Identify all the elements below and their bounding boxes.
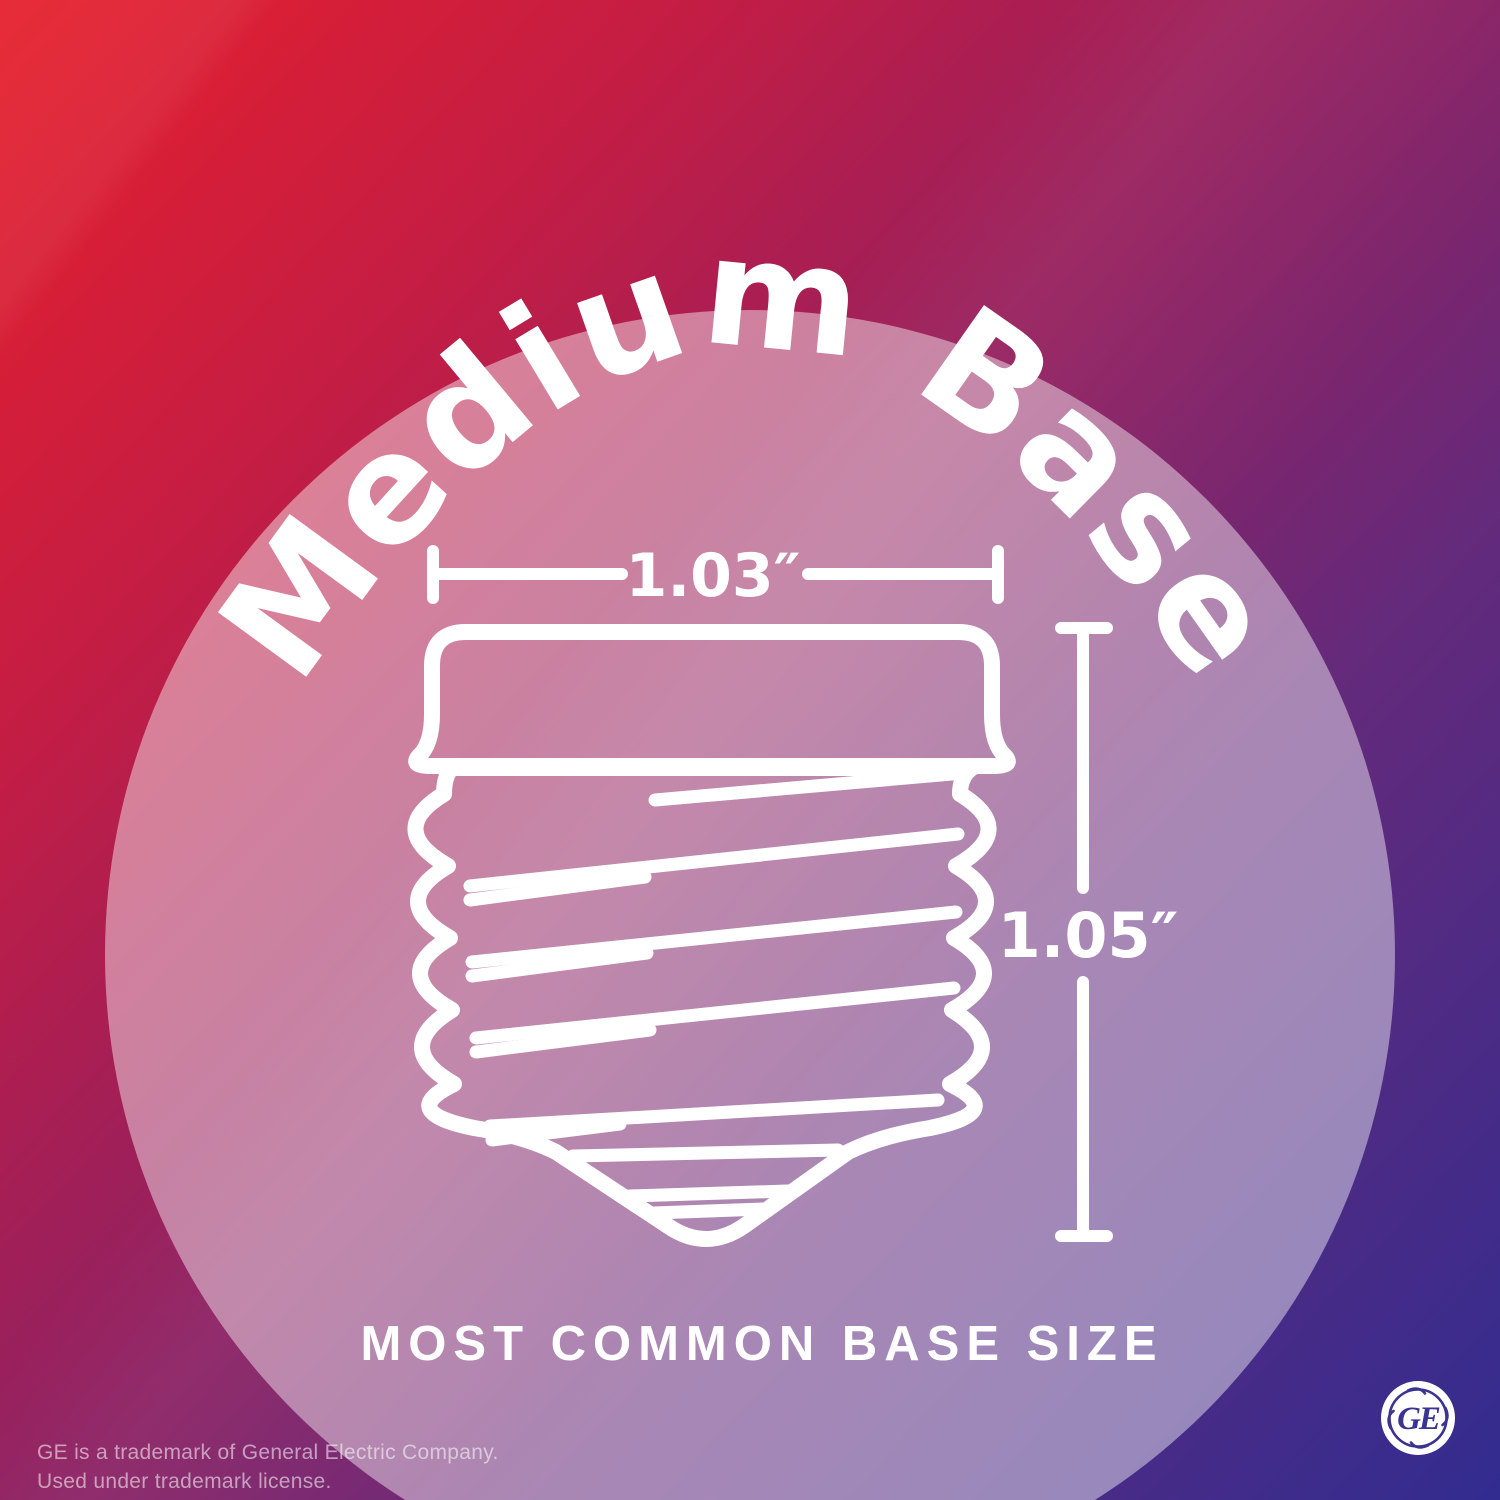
height-dimension-label: 1.05″: [998, 899, 1179, 972]
bulb-thread-outline: [407, 760, 997, 1247]
bulb-cap-outline: [408, 624, 1016, 774]
trademark-disclaimer: GE is a trademark of General Electric Co…: [37, 1438, 499, 1496]
width-dimension-line: [427, 545, 1004, 604]
disclaimer-line: GE is a trademark of General Electric Co…: [37, 1441, 499, 1464]
bulb-thread-lines: [463, 767, 965, 1220]
ge-logo-disc: [1381, 1381, 1455, 1455]
height-dimension-line: [1055, 622, 1113, 1242]
background-circle: [105, 310, 1395, 1500]
ge-monogram: GE: [1397, 1401, 1440, 1437]
caption: MOST COMMON BASE SIZE: [360, 1317, 1164, 1371]
ge-logo-swirls: [1387, 1387, 1449, 1449]
width-dimension-label: 1.03″: [626, 541, 801, 611]
ge-logo: GE: [1381, 1381, 1455, 1455]
disclaimer-line: Used under trademark license.: [37, 1470, 332, 1493]
